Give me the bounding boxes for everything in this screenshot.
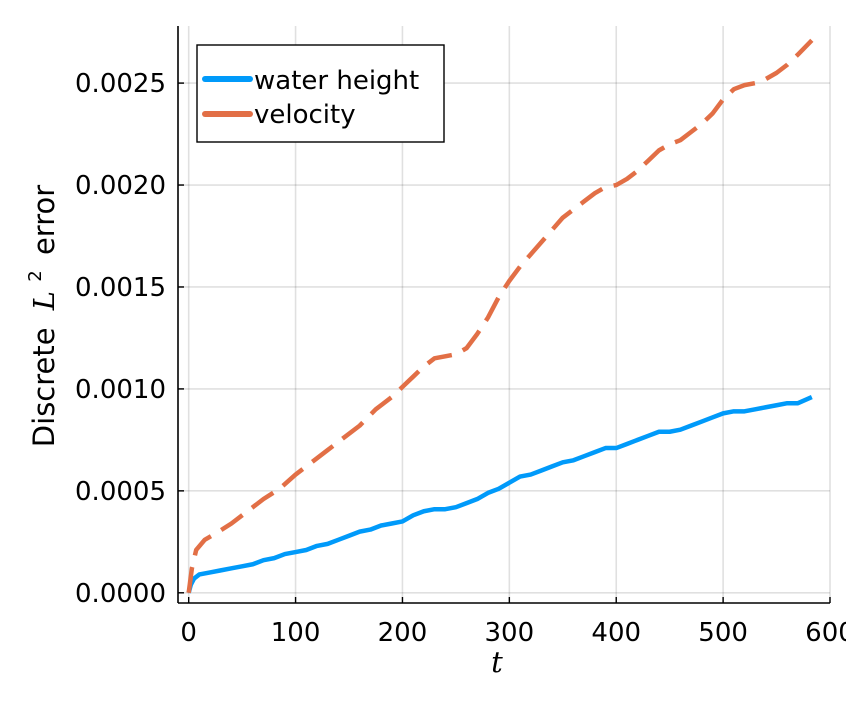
y-axis-title-suffix: error bbox=[27, 185, 61, 255]
x-tick-label: 600 bbox=[805, 618, 846, 648]
y-tick-label: 0.0005 bbox=[75, 477, 166, 507]
y-axis-title-prefix: Discrete bbox=[27, 327, 61, 447]
series-line-water-height bbox=[186, 395, 813, 594]
legend-label-velocity: velocity bbox=[254, 100, 356, 130]
x-tick-label: 300 bbox=[485, 618, 535, 648]
axis-ticks: 0 100 200 300 400 500 600 0.0000 0.0005 0.0010 0.0… bbox=[75, 69, 846, 648]
x-tick-label: 500 bbox=[698, 618, 748, 648]
svg-text:Discrete L 2: Discrete L 2 error bbox=[14, 185, 61, 447]
y-tick-label: 0.0015 bbox=[75, 273, 166, 303]
y-axis-title-superscript: 2 bbox=[25, 270, 46, 281]
y-tick-label: 0.0025 bbox=[75, 69, 166, 99]
y-tick-label: 0.0020 bbox=[75, 171, 166, 201]
x-tick-label: 0 bbox=[180, 618, 197, 648]
y-tick-label: 0.0010 bbox=[75, 375, 166, 405]
legend: water height velocity bbox=[196, 44, 445, 143]
y-axis-title: Discrete L 2 error bbox=[14, 185, 61, 447]
legend-label-water-height: water height bbox=[254, 66, 419, 96]
plot-series bbox=[186, 38, 814, 594]
y-axis-title-symbol: L bbox=[27, 291, 61, 311]
legend-box bbox=[196, 44, 445, 143]
series-line-velocity bbox=[186, 38, 814, 594]
x-tick-label: 100 bbox=[271, 618, 321, 648]
x-tick-label: 400 bbox=[591, 618, 641, 648]
y-tick-label: 0.0000 bbox=[75, 579, 166, 609]
x-axis-title: t bbox=[491, 645, 503, 679]
x-tick-label: 200 bbox=[378, 618, 428, 648]
